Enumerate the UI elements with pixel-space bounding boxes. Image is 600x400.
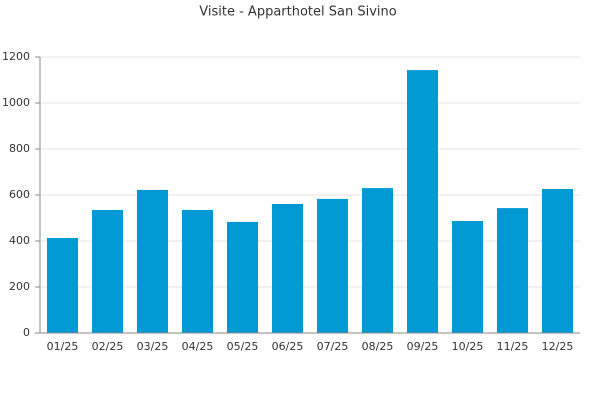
x-tick-label: 05/25 — [227, 340, 259, 353]
x-tick-label: 06/25 — [272, 340, 304, 353]
y-tick-label: 1200 — [2, 50, 30, 63]
x-tick-label: 03/25 — [137, 340, 169, 353]
y-tick-label: 400 — [9, 234, 30, 247]
bar — [136, 189, 169, 333]
x-tick-label: 10/25 — [452, 340, 484, 353]
bar — [406, 70, 439, 334]
bar — [46, 238, 79, 333]
bar — [361, 188, 394, 333]
bar — [271, 203, 304, 333]
x-tick-label: 02/25 — [92, 340, 124, 353]
y-tick-label: 800 — [9, 142, 30, 155]
chart-title: Visite - Apparthotel San Sivino — [199, 5, 396, 20]
bar — [316, 198, 349, 333]
bar — [91, 209, 124, 333]
y-tick-label: 0 — [23, 326, 30, 339]
bar — [181, 209, 214, 333]
x-tick-label: 11/25 — [497, 340, 529, 353]
bar — [541, 189, 574, 333]
x-tick-label: 08/25 — [362, 340, 394, 353]
bar — [226, 221, 259, 333]
x-tick-label: 04/25 — [182, 340, 214, 353]
x-tick-label: 12/25 — [542, 340, 574, 353]
bar — [496, 208, 529, 333]
x-tick-label: 09/25 — [407, 340, 439, 353]
x-tick-label: 01/25 — [47, 340, 79, 353]
x-tick-label: 07/25 — [317, 340, 349, 353]
y-tick-label: 600 — [9, 188, 30, 201]
y-tick-label: 1000 — [2, 96, 30, 109]
bar — [451, 220, 484, 333]
y-tick-label: 200 — [9, 280, 30, 293]
